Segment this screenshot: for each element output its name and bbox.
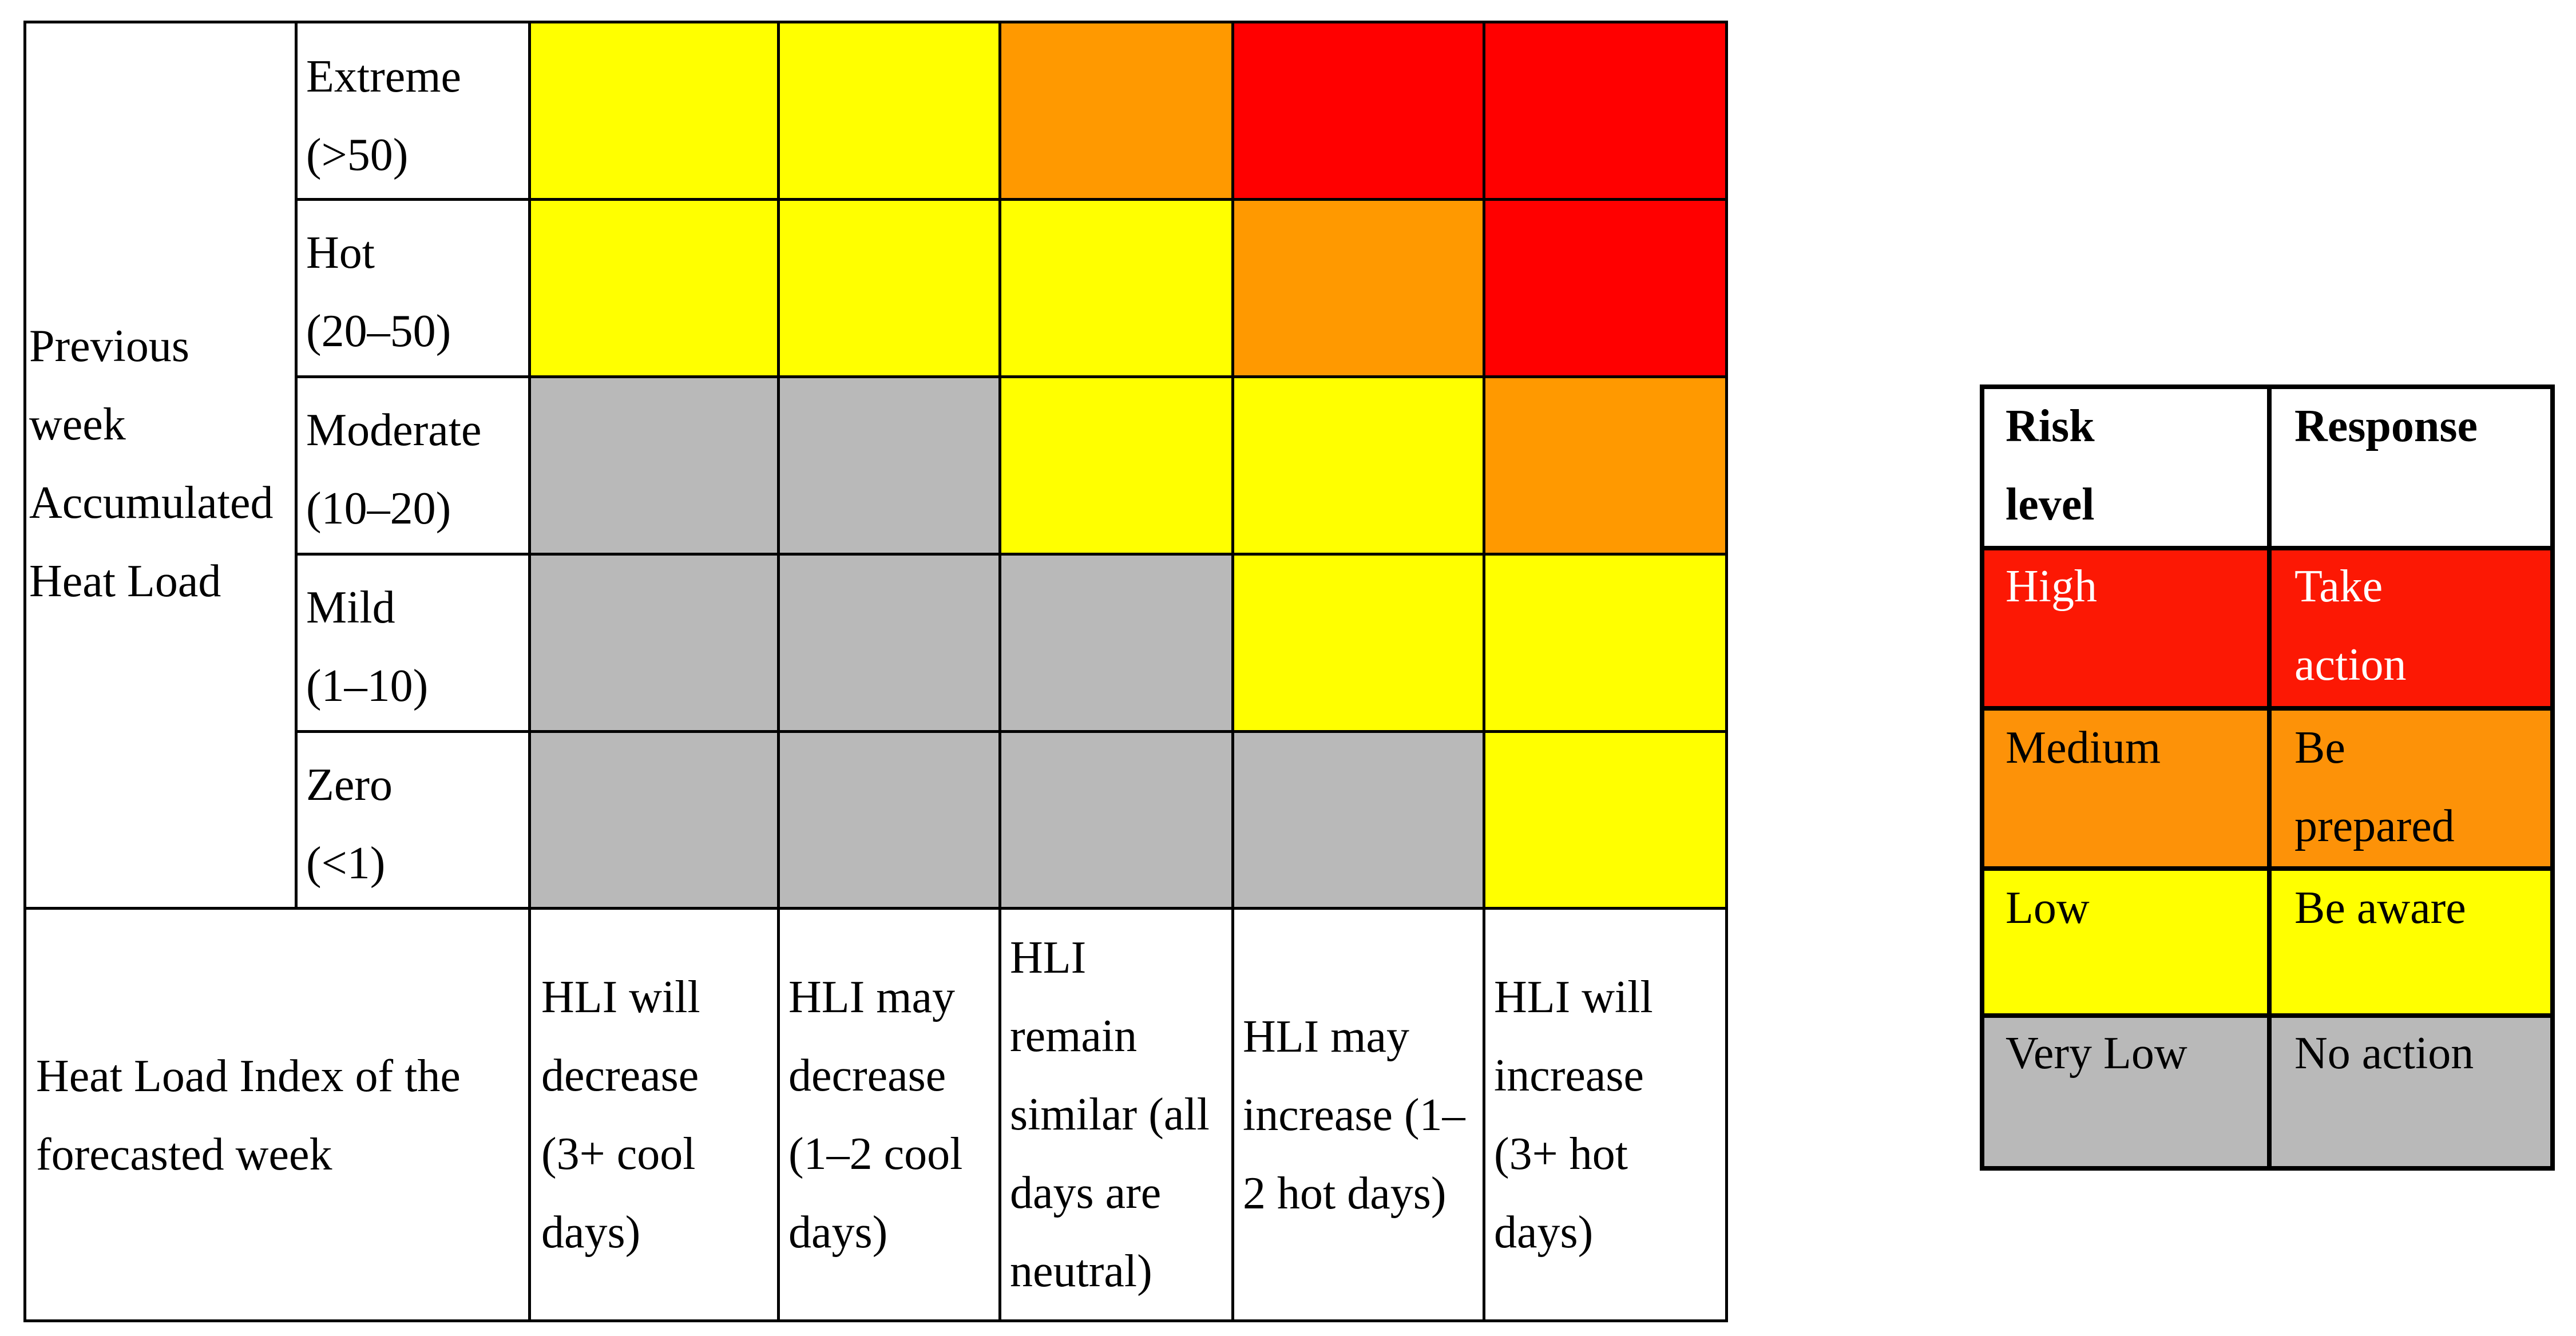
matrix-cell-high [1483, 198, 1728, 378]
legend-level-medium: Medium [1980, 706, 2272, 871]
legend-level-label: Low [2006, 883, 2090, 933]
x-axis-title-line: Heat Load Index of the [36, 1051, 461, 1101]
column-header-increase-1to2: HLI may increase (1– 2 hot days) [1231, 907, 1485, 1322]
row-label-line: Mild [306, 582, 395, 633]
y-axis-title-cell: Previous week Accumulated Heat Load [23, 21, 298, 910]
matrix-cell-low [528, 198, 780, 378]
column-header-line: (1–2 cool [788, 1129, 963, 1179]
column-header-decrease-1to2: HLI may decrease (1–2 cool days) [777, 907, 1001, 1322]
column-header-line: (3+ cool [541, 1129, 696, 1179]
row-label-line: Hot [306, 228, 375, 278]
column-header-line: decrease [541, 1050, 699, 1101]
matrix-cell-very-low [528, 553, 780, 733]
column-header-decrease-3plus: HLI will decrease (3+ cool days) [528, 907, 780, 1322]
legend-level-very-low: Very Low [1980, 1013, 2272, 1171]
matrix-cell-high [1231, 21, 1485, 201]
legend-header-risk-level: Risk level [1980, 384, 2272, 550]
matrix-cell-very-low [777, 730, 1001, 910]
row-label-zero: Zero (<1) [295, 730, 531, 910]
row-label-line: Moderate [306, 405, 482, 455]
row-label-line: (>50) [306, 130, 409, 180]
column-header-increase-3plus: HLI will increase (3+ hot days) [1483, 907, 1728, 1322]
matrix-cell-low [777, 21, 1001, 201]
column-header-line: HLI will [541, 972, 700, 1022]
legend-header-line: level [2006, 479, 2095, 530]
legend-level-label: Very Low [2006, 1028, 2187, 1079]
legend-response-medium: Be prepared [2267, 706, 2555, 871]
matrix-cell-medium [1231, 198, 1485, 378]
legend-response-high: Take action [2267, 546, 2555, 711]
column-header-line: increase [1494, 1050, 1644, 1101]
legend-response-line: Be aware [2294, 883, 2466, 933]
y-axis-title-line: Accumulated [29, 478, 274, 528]
column-header-line: days) [541, 1207, 641, 1258]
legend-response-low: Be aware [2267, 866, 2555, 1018]
row-label-line: Zero [306, 760, 393, 810]
matrix-cell-very-low [528, 375, 780, 556]
legend-response-line: prepared [2294, 801, 2455, 851]
x-axis-title-line: forecasted week [36, 1129, 332, 1180]
column-header-line: decrease [788, 1050, 946, 1101]
risk-matrix: Previous week Accumulated Heat Load Extr… [23, 21, 1728, 1322]
legend-response-line: action [2294, 640, 2407, 690]
column-header-line: HLI may [788, 972, 956, 1022]
matrix-cell-low [1483, 730, 1728, 910]
risk-legend: Risk level Response High Take action Med… [1980, 384, 2555, 1171]
legend-response-very-low: No action [2267, 1013, 2555, 1171]
y-axis-title-line: week [29, 399, 126, 450]
matrix-cell-very-low [528, 730, 780, 910]
column-header-line: (3+ hot [1494, 1129, 1628, 1179]
matrix-cell-very-low [777, 375, 1001, 556]
column-header-line: days) [788, 1207, 888, 1258]
matrix-cell-very-low [1231, 730, 1485, 910]
matrix-cell-high [1483, 21, 1728, 201]
matrix-cell-medium [1483, 375, 1728, 556]
row-label-extreme: Extreme (>50) [295, 21, 531, 201]
legend-response-line: Be [2294, 723, 2345, 773]
matrix-cell-low [998, 375, 1234, 556]
column-header-line: days are [1010, 1168, 1162, 1218]
row-label-line: (<1) [306, 838, 386, 889]
legend-level-low: Low [1980, 866, 2272, 1018]
legend-header-line: Risk [2006, 401, 2095, 451]
matrix-cell-low [1231, 553, 1485, 733]
column-header-line: similar (all [1010, 1089, 1210, 1140]
column-header-line: HLI may [1243, 1012, 1410, 1062]
column-header-line: HLI will [1494, 972, 1653, 1022]
legend-level-label: Medium [2006, 723, 2161, 773]
matrix-cell-low [1231, 375, 1485, 556]
y-axis-title-line: Heat Load [29, 556, 221, 606]
legend-level-label: High [2006, 561, 2097, 612]
matrix-cell-low [1483, 553, 1728, 733]
legend-header-line: Response [2294, 401, 2478, 451]
row-label-moderate: Moderate (10–20) [295, 375, 531, 556]
row-label-line: Extreme [306, 51, 461, 102]
column-header-remain-similar: HLI remain similar (all days are neutral… [998, 907, 1234, 1322]
column-header-line: increase (1– [1243, 1090, 1465, 1140]
legend-header-response: Response [2267, 384, 2555, 550]
matrix-cell-low [528, 21, 780, 201]
legend-response-line: No action [2294, 1028, 2474, 1079]
row-label-line: (20–50) [306, 306, 451, 356]
matrix-cell-very-low [777, 553, 1001, 733]
matrix-cell-low [777, 198, 1001, 378]
column-header-line: 2 hot days) [1243, 1168, 1446, 1219]
row-label-hot: Hot (20–50) [295, 198, 531, 378]
matrix-cell-medium [998, 21, 1234, 201]
y-axis-title-line: Previous [29, 321, 189, 371]
x-axis-title-cell: Heat Load Index of the forecasted week [23, 907, 531, 1322]
legend-level-high: High [1980, 546, 2272, 711]
matrix-cell-low [998, 198, 1234, 378]
matrix-cell-very-low [998, 553, 1234, 733]
column-header-line: neutral) [1010, 1246, 1152, 1297]
column-header-line: remain [1010, 1011, 1138, 1061]
column-header-line: days) [1494, 1207, 1594, 1258]
legend-response-line: Take [2294, 561, 2383, 612]
matrix-cell-very-low [998, 730, 1234, 910]
row-label-line: (1–10) [306, 661, 429, 711]
row-label-line: (10–20) [306, 483, 451, 534]
column-header-line: HLI [1010, 933, 1087, 983]
row-label-mild: Mild (1–10) [295, 553, 531, 733]
